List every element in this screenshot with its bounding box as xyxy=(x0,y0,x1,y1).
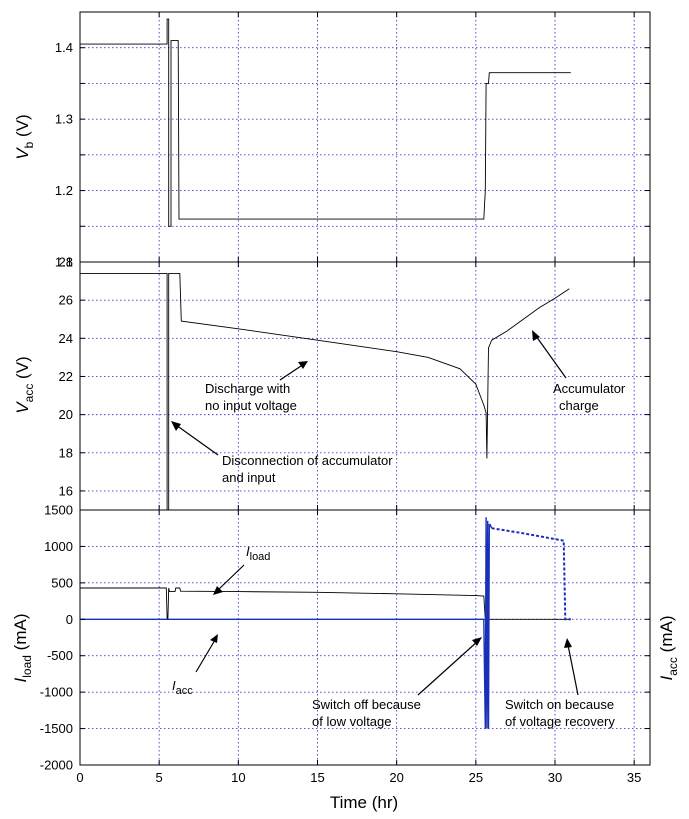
annotation-iload: Iload xyxy=(213,544,270,595)
y-tick-label: -1000 xyxy=(40,685,73,700)
annotation-switch-on: Switch on because of voltage recovery xyxy=(505,638,615,729)
y-tick-label: 16 xyxy=(59,483,73,498)
y-label-unit: (mA) xyxy=(11,614,30,656)
x-tick-label: 25 xyxy=(469,770,483,785)
annotation-line: charge xyxy=(559,398,599,413)
x-axis-label: Time (hr) xyxy=(330,793,398,812)
svg-text:of voltage recovery: of voltage recovery xyxy=(505,714,615,729)
y-axis-label-iload: Iload (mA) xyxy=(11,614,34,683)
annotation-arrow xyxy=(567,644,579,696)
y-label-sub: acc xyxy=(22,384,36,403)
x-tick-label: 10 xyxy=(231,770,245,785)
annotation-main: I xyxy=(246,544,250,559)
y-label-main: V xyxy=(13,401,32,414)
annotation-arrow xyxy=(279,363,305,381)
annotation-sub: load xyxy=(250,551,271,563)
x-tick-label: 20 xyxy=(389,770,403,785)
y-tick-label: 1.3 xyxy=(55,112,73,127)
annotation-line: Disconnection of accumulator xyxy=(222,453,393,468)
x-tick-label: 5 xyxy=(156,770,163,785)
svg-text:Iload: Iload xyxy=(246,544,270,563)
y-label-main: I xyxy=(11,677,30,682)
y-tick-label: 1500 xyxy=(44,503,73,518)
y-tick-label: 1000 xyxy=(44,539,73,554)
x-tick-label: 15 xyxy=(310,770,324,785)
y-tick-label: 24 xyxy=(59,331,73,346)
series-line-2 xyxy=(491,527,571,621)
arrowhead xyxy=(564,638,572,648)
y-tick-label: -1500 xyxy=(40,721,73,736)
series-line-1 xyxy=(80,517,493,729)
arrowhead xyxy=(213,586,223,595)
svg-text:Discharge with: Discharge with xyxy=(205,381,290,396)
y-axis-label-vb: Vb (V) xyxy=(13,114,36,159)
svg-text:Switch on because: Switch on because xyxy=(505,697,614,712)
annotation-line: no input voltage xyxy=(205,398,297,413)
annotation-disconnection: Disconnection of accumulator and input xyxy=(171,421,393,485)
y-tick-label: 26 xyxy=(59,293,73,308)
svg-text:Accumulator: Accumulator xyxy=(553,381,626,396)
y-tick-label: 1.2 xyxy=(55,183,73,198)
y-label-sub: load xyxy=(20,655,34,678)
annotation-line: and input xyxy=(222,470,276,485)
plot-frame xyxy=(79,509,651,766)
arrowhead xyxy=(472,637,482,646)
annotation-arrow xyxy=(217,564,245,591)
x-tick-label: 0 xyxy=(76,770,83,785)
series-line-0 xyxy=(80,18,571,227)
y-axis-label-iacc: Iacc (mA) xyxy=(657,616,680,681)
plot-area xyxy=(80,12,650,262)
x-tick-label: 30 xyxy=(548,770,562,785)
y-tick-label: 28 xyxy=(59,255,73,270)
svg-text:Iacc: Iacc xyxy=(172,678,193,697)
annotation-line: of voltage recovery xyxy=(505,714,615,729)
svg-text:Disconnection of accumulator: Disconnection of accumulator xyxy=(222,453,393,468)
y-label-sub: acc xyxy=(666,657,680,676)
y-tick-label: 1.1 xyxy=(55,255,73,270)
y-tick-label: 1.4 xyxy=(55,40,73,55)
y-label-unit: (mA) xyxy=(657,616,676,658)
y-tick-label: 18 xyxy=(59,445,73,460)
y-tick-label: -500 xyxy=(47,648,73,663)
panel-vb: 1.1 1.2 1.3 1.4 xyxy=(55,11,651,270)
arrowhead xyxy=(210,634,218,643)
svg-text:and input: and input xyxy=(222,470,276,485)
annotation-line: Switch on because xyxy=(505,697,614,712)
y-label-sub: b xyxy=(22,141,36,148)
y-tick-label: 0 xyxy=(66,612,73,627)
arrowhead xyxy=(532,330,540,341)
svg-text:charge: charge xyxy=(559,398,599,413)
annotation-line: of low voltage xyxy=(312,714,392,729)
annotation-arrow xyxy=(195,639,216,673)
annotation-main: I xyxy=(172,678,176,693)
y-label-unit: (V) xyxy=(13,356,32,383)
y-tick-label: 20 xyxy=(59,407,73,422)
annotation-accumulator-charge: Accumulator charge xyxy=(532,330,626,413)
annotation-line: Discharge with xyxy=(205,381,290,396)
annotation-arrow xyxy=(535,335,567,379)
svg-text:Switch off because: Switch off because xyxy=(312,697,421,712)
y-axis-label-vacc: Vacc (V) xyxy=(13,356,36,413)
y-tick-label: -2000 xyxy=(40,758,73,773)
y-label-main: V xyxy=(13,147,32,160)
annotation-line: Switch off because xyxy=(312,697,421,712)
annotation-discharge: Discharge with no input voltage xyxy=(205,361,308,413)
x-tick-label: 35 xyxy=(627,770,641,785)
arrowhead xyxy=(171,421,181,431)
annotation-iacc: Iacc xyxy=(172,634,218,697)
annotation-switch-off: Switch off because of low voltage xyxy=(312,637,482,729)
y-tick-label: 22 xyxy=(59,369,73,384)
y-label-unit: (V) xyxy=(13,114,32,141)
annotation-arrow xyxy=(175,424,219,456)
y-tick-label: 500 xyxy=(51,575,73,590)
svg-text:of low voltage: of low voltage xyxy=(312,714,392,729)
panel-current: -2000 -1500 -1000 -500 0 500 1000 1500 0 5 10 15 20 2… xyxy=(40,503,651,785)
annotation-arrow xyxy=(417,640,479,696)
arrowhead xyxy=(298,361,308,369)
annotation-sub: acc xyxy=(176,685,194,697)
annotation-line: Accumulator xyxy=(553,381,626,396)
y-label-main: I xyxy=(657,675,676,680)
svg-text:no input voltage: no input voltage xyxy=(205,398,297,413)
